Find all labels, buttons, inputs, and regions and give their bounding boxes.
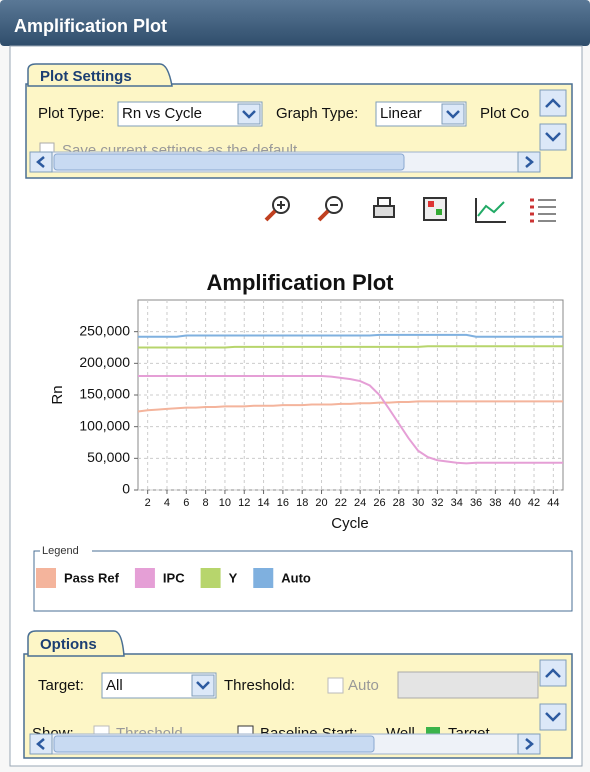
legend-box <box>33 550 573 612</box>
select-value[interactable]: All <box>106 677 123 694</box>
checkbox-label[interactable]: Auto <box>348 677 379 694</box>
print[interactable] <box>373 197 395 218</box>
y-axis-label: Rn <box>49 385 66 404</box>
options-tab[interactable] <box>27 630 125 657</box>
legend-swatch <box>134 568 155 588</box>
label: Target: <box>38 677 84 694</box>
select-value[interactable]: Rn vs Cycle <box>122 105 202 122</box>
x-tick-label: 14 <box>257 497 269 509</box>
scroll-up[interactable] <box>539 89 567 117</box>
legend-swatch <box>200 568 221 588</box>
scroll-down[interactable] <box>539 703 567 731</box>
zoom-out[interactable] <box>317 196 343 222</box>
save-image[interactable] <box>423 197 447 221</box>
x-tick-label: 24 <box>354 497 366 509</box>
y-tick-label: 250,000 <box>79 322 130 338</box>
series-line <box>138 333 563 338</box>
label: Graph Type: <box>276 105 358 122</box>
legend-label: Auto <box>281 570 311 585</box>
y-tick-label: 100,000 <box>79 417 130 433</box>
x-tick-label: 34 <box>451 497 463 509</box>
scroll-thumb[interactable] <box>53 153 405 171</box>
label: Threshold: <box>224 677 295 694</box>
select-value[interactable]: Linear <box>380 105 422 122</box>
series-line <box>137 400 563 413</box>
label: Plot Co <box>480 105 529 122</box>
checkbox-label[interactable]: Baseline Start: <box>260 725 358 742</box>
x-tick-label: 20 <box>315 497 327 509</box>
toolbar <box>264 196 556 223</box>
checkbox-label[interactable]: Save current settings as the default <box>62 142 298 159</box>
x-tick-label: 30 <box>412 497 424 509</box>
scroll-up[interactable] <box>539 659 567 687</box>
dropdown-button[interactable] <box>441 103 465 125</box>
threshold-input[interactable] <box>397 671 539 699</box>
y-tick-label: 50,000 <box>87 449 130 465</box>
x-tick-label: 42 <box>528 497 540 509</box>
legend-label: Pass Ref <box>64 570 120 585</box>
legend-title: Legend <box>42 545 79 557</box>
chart-options[interactable] <box>475 198 506 223</box>
series-line <box>138 375 563 465</box>
label: Target <box>448 725 491 742</box>
grid <box>138 300 563 491</box>
scroll-thumb[interactable] <box>53 735 375 753</box>
x-tick-label: 26 <box>373 497 385 509</box>
auto-checkbox[interactable] <box>327 677 344 694</box>
x-tick-label: 4 <box>164 497 170 509</box>
legend-swatch <box>36 568 56 588</box>
tab-label[interactable]: Plot Settings <box>40 68 132 85</box>
x-axis-label: Cycle <box>331 515 369 532</box>
label: Well <box>386 725 415 742</box>
legend-label: IPC <box>163 570 185 585</box>
x-tick-label: 8 <box>203 497 209 509</box>
chart-title: Amplification Plot <box>207 270 395 295</box>
y-tick-label: 200,000 <box>79 354 130 370</box>
swatch <box>426 727 440 734</box>
y-tick-label: 0 <box>122 481 130 497</box>
x-tick-label: 32 <box>431 497 443 509</box>
y-tick-label: 150,000 <box>79 386 130 402</box>
x-tick-label: 6 <box>183 497 189 509</box>
x-tick-label: 18 <box>296 497 308 509</box>
label: Show: <box>32 725 74 742</box>
x-tick-label: 40 <box>509 497 521 509</box>
dropdown-button[interactable] <box>191 674 215 697</box>
label: Plot Type: <box>38 105 104 122</box>
dropdown-button[interactable] <box>237 103 261 125</box>
checkbox-label[interactable]: Threshold <box>116 725 183 742</box>
x-tick-label: 22 <box>335 497 347 509</box>
x-tick-label: 2 <box>145 497 151 509</box>
x-tick-label: 16 <box>277 497 289 509</box>
legend: Pass Ref IPC Y Auto <box>36 568 311 588</box>
x-tick-label: 10 <box>219 497 231 509</box>
x-tick-label: 38 <box>489 497 501 509</box>
zoom-in[interactable] <box>264 196 290 222</box>
x-tick-label: 12 <box>238 497 250 509</box>
settings-tab[interactable] <box>27 63 173 87</box>
x-tick-label: 28 <box>393 497 405 509</box>
header-bar <box>0 0 590 46</box>
legend-label: Y <box>229 570 238 585</box>
legend-toggle[interactable] <box>530 198 556 223</box>
lines <box>137 333 563 465</box>
x-tick-label: 44 <box>547 497 559 509</box>
header-title: Amplification Plot <box>14 16 167 36</box>
x-tick-label: 36 <box>470 497 482 509</box>
tab-label[interactable]: Options <box>40 636 97 653</box>
series-line <box>138 345 563 349</box>
legend-swatch <box>253 568 274 588</box>
scroll-down[interactable] <box>539 123 567 151</box>
checkbox[interactable] <box>39 142 55 157</box>
